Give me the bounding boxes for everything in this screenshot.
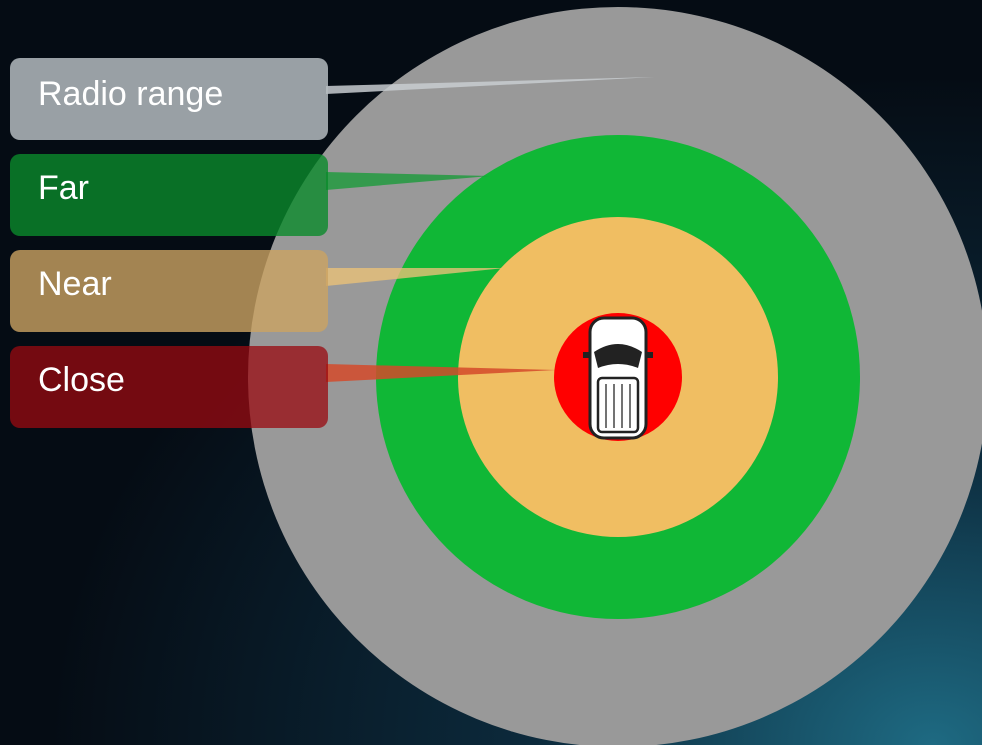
callout-near: Near: [10, 250, 505, 332]
callout-far: Far: [10, 154, 490, 236]
label: Near: [38, 265, 112, 303]
callout-close: Close: [10, 346, 556, 428]
car-icon: [583, 316, 653, 440]
callout-radio-range: Radio range: [10, 58, 655, 140]
label: Far: [38, 169, 89, 207]
label: Close: [38, 361, 125, 399]
label: Radio range: [38, 75, 223, 113]
